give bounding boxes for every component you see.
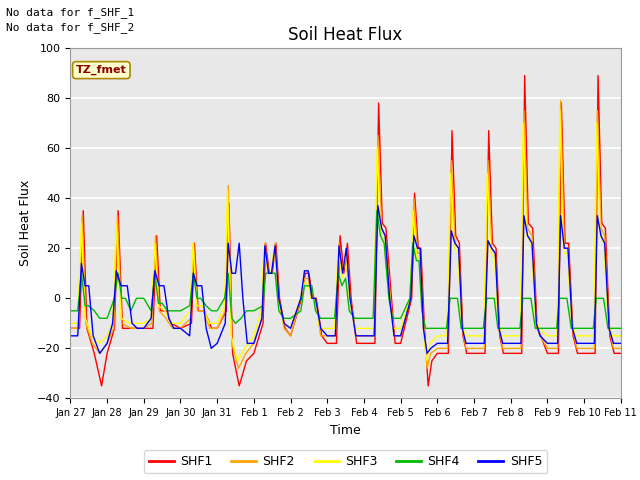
SHF4 [67,308,74,314]
Text: No data for f_SHF_1: No data for f_SHF_1 [6,7,134,18]
SHF5 [96,350,104,356]
SHF5 [374,203,381,208]
SHF3 [67,321,74,326]
SHF4 [604,325,612,331]
SHF2 [397,333,404,339]
SHF3 [443,333,451,339]
SHF5 [305,268,312,274]
X-axis label: Time: Time [330,424,361,437]
SHF3 [397,325,404,331]
SHF5 [213,340,221,346]
SHF2 [213,325,221,331]
SHF4 [413,258,420,264]
SHF1 [606,333,614,339]
SHF2 [444,346,451,351]
SHF3 [234,358,241,364]
SHF5 [617,340,625,346]
SHF1 [223,308,230,314]
SHF1 [67,325,74,331]
Line: SHF4: SHF4 [70,211,640,328]
Text: No data for f_SHF_2: No data for f_SHF_2 [6,22,134,33]
SHF5 [67,333,74,339]
SHF5 [280,321,288,326]
Line: SHF5: SHF5 [70,205,640,353]
SHF1 [521,72,529,78]
SHF2 [271,240,279,246]
Title: Soil Heat Flux: Soil Heat Flux [289,25,403,44]
Line: SHF2: SHF2 [70,101,640,368]
SHF3 [271,245,278,251]
SHF2 [605,325,613,331]
Y-axis label: Soil Heat Flux: Soil Heat Flux [19,180,31,266]
SHF4 [422,325,429,331]
SHF5 [564,245,572,251]
Text: TZ_fmet: TZ_fmet [76,65,127,75]
SHF3 [605,321,612,326]
Line: SHF1: SHF1 [70,75,640,386]
SHF1 [636,170,640,176]
SHF4 [406,295,413,301]
SHF3 [556,108,564,113]
Legend: SHF1, SHF2, SHF3, SHF4, SHF5: SHF1, SHF2, SHF3, SHF4, SHF5 [144,450,547,473]
SHF3 [213,321,221,326]
SHF5 [371,333,378,339]
SHF4 [433,325,441,331]
SHF2 [557,98,564,104]
SHF3 [636,195,640,201]
SHF2 [235,365,243,371]
SHF2 [636,183,640,189]
SHF1 [445,350,452,356]
SHF2 [67,325,74,331]
Line: SHF3: SHF3 [70,110,640,361]
SHF4 [373,208,381,214]
SHF1 [272,240,280,246]
SHF1 [98,383,106,389]
SHF1 [397,340,404,346]
SHF4 [556,295,563,301]
SHF4 [96,315,104,321]
